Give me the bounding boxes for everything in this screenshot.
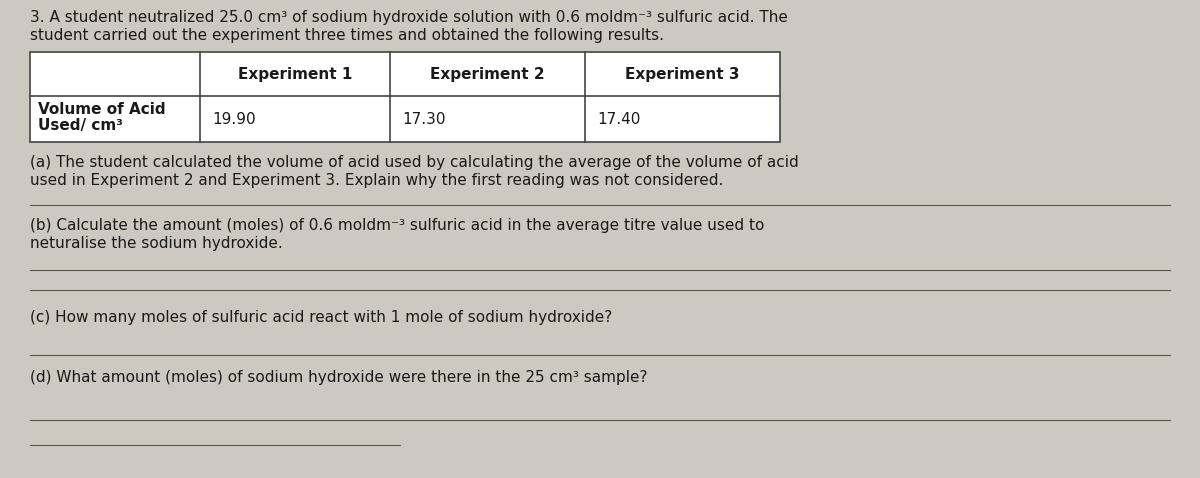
Text: neturalise the sodium hydroxide.: neturalise the sodium hydroxide. (30, 236, 283, 251)
Text: used in Experiment 2 and Experiment 3. Explain why the first reading was not con: used in Experiment 2 and Experiment 3. E… (30, 173, 724, 188)
Text: student carried out the experiment three times and obtained the following result: student carried out the experiment three… (30, 28, 664, 43)
Text: Volume of Acid: Volume of Acid (38, 102, 166, 117)
Text: Experiment 2: Experiment 2 (430, 66, 545, 82)
Text: Experiment 3: Experiment 3 (625, 66, 739, 82)
Text: (b) Calculate the amount (moles) of 0.6 moldm⁻³ sulfuric acid in the average tit: (b) Calculate the amount (moles) of 0.6 … (30, 218, 764, 233)
Text: (d) What amount (moles) of sodium hydroxide were there in the 25 cm³ sample?: (d) What amount (moles) of sodium hydrox… (30, 370, 648, 385)
Text: Experiment 1: Experiment 1 (238, 66, 352, 82)
Bar (30, 52, 780, 142)
Text: (c) How many moles of sulfuric acid react with 1 mole of sodium hydroxide?: (c) How many moles of sulfuric acid reac… (30, 310, 612, 325)
Text: Used/ cm³: Used/ cm³ (38, 118, 124, 133)
Text: 17.40: 17.40 (598, 111, 641, 127)
Text: 17.30: 17.30 (402, 111, 445, 127)
Text: 19.90: 19.90 (212, 111, 256, 127)
Text: (a) The student calculated the volume of acid used by calculating the average of: (a) The student calculated the volume of… (30, 155, 799, 170)
Text: 3. A student neutralized 25.0 cm³ of sodium hydroxide solution with 0.6 moldm⁻³ : 3. A student neutralized 25.0 cm³ of sod… (30, 10, 788, 25)
Bar (30, 52, 780, 142)
